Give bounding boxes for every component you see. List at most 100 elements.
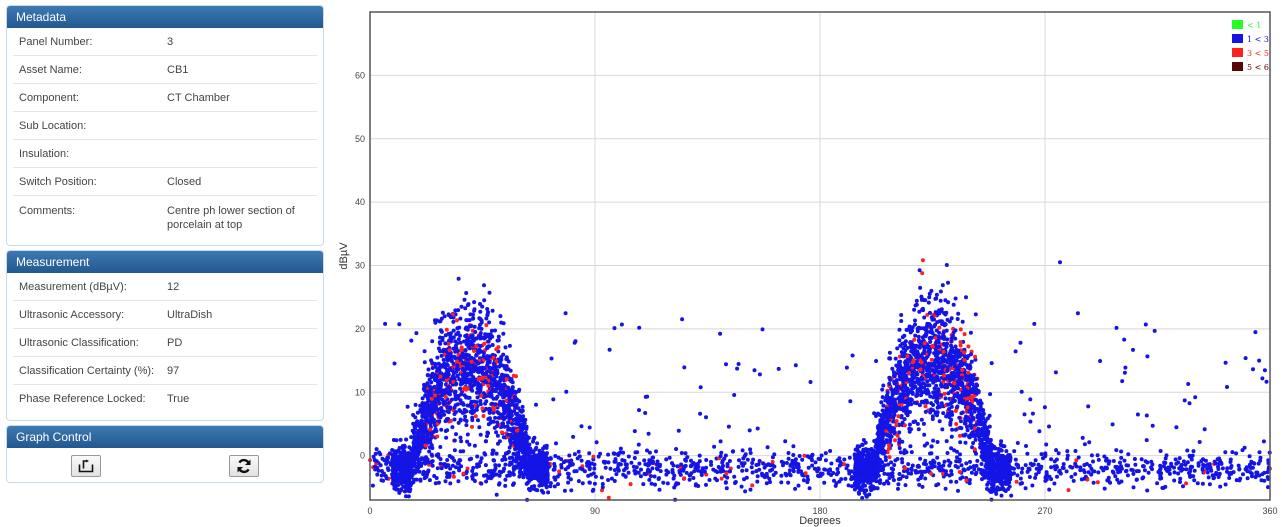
data-point <box>484 356 489 361</box>
data-point <box>425 431 430 436</box>
metadata-row-insulation: Insulation: <box>13 140 317 168</box>
data-point <box>469 359 474 364</box>
data-point <box>515 421 520 426</box>
data-point <box>956 488 960 493</box>
data-point <box>490 451 495 456</box>
data-point <box>428 427 432 432</box>
data-point <box>1118 469 1123 474</box>
data-point <box>704 458 709 462</box>
data-point <box>423 425 428 430</box>
data-point <box>1049 465 1054 470</box>
row-value: 3 <box>167 35 174 48</box>
data-point <box>494 430 499 435</box>
data-point <box>411 413 416 417</box>
data-point <box>1044 473 1049 478</box>
data-point <box>483 371 488 376</box>
data-point <box>926 300 931 305</box>
data-point <box>443 333 448 338</box>
data-point <box>1058 260 1062 265</box>
data-point <box>616 468 621 473</box>
data-point <box>503 477 508 482</box>
data-point <box>486 383 491 388</box>
data-point <box>1244 465 1249 470</box>
data-point <box>923 469 928 474</box>
data-point <box>1012 466 1016 471</box>
data-point <box>447 454 452 458</box>
data-point <box>456 479 461 484</box>
data-point <box>767 462 772 467</box>
data-point <box>401 475 406 480</box>
data-point <box>1039 452 1044 457</box>
data-point <box>887 476 892 480</box>
data-point <box>948 460 953 465</box>
data-point <box>897 446 902 451</box>
data-point <box>880 395 885 400</box>
data-point <box>1102 486 1107 491</box>
data-point <box>1249 471 1254 476</box>
data-point <box>913 333 918 338</box>
data-point <box>501 321 506 326</box>
data-point <box>464 423 469 428</box>
data-point <box>548 456 553 461</box>
data-point <box>453 396 458 401</box>
data-point <box>531 464 536 469</box>
data-point <box>1054 457 1059 462</box>
data-point <box>1163 484 1168 489</box>
data-point <box>446 313 451 318</box>
data-point <box>508 440 513 445</box>
data-point <box>538 459 543 464</box>
data-point <box>450 463 455 468</box>
data-point <box>1135 412 1140 417</box>
data-point <box>807 486 812 491</box>
data-point <box>1158 466 1163 471</box>
data-point <box>440 335 445 340</box>
data-point <box>973 312 978 317</box>
data-point <box>1186 382 1191 386</box>
data-point <box>1012 471 1016 476</box>
data-point <box>1241 472 1245 477</box>
data-point <box>462 373 467 378</box>
data-point <box>607 347 612 352</box>
data-point <box>685 455 690 460</box>
data-point <box>1044 470 1049 475</box>
data-point <box>711 467 716 472</box>
data-point <box>1245 469 1250 474</box>
data-point <box>695 461 700 466</box>
data-point <box>478 302 482 306</box>
data-point <box>1118 460 1122 465</box>
data-point <box>472 324 477 329</box>
data-point <box>823 458 828 463</box>
data-point <box>527 487 531 491</box>
data-point <box>412 442 417 447</box>
data-point <box>585 461 589 466</box>
data-point <box>941 364 946 369</box>
data-point <box>661 480 666 485</box>
data-point <box>572 340 577 345</box>
data-point <box>846 483 851 488</box>
data-point <box>969 359 974 364</box>
data-point <box>1015 473 1020 478</box>
refresh-button[interactable] <box>229 455 259 477</box>
data-point <box>704 465 708 470</box>
row-value: CT Chamber <box>167 91 230 104</box>
data-point <box>559 463 564 467</box>
data-point <box>963 440 968 445</box>
data-point <box>425 373 430 378</box>
data-point <box>421 469 426 474</box>
data-point <box>1152 328 1157 333</box>
data-point <box>439 427 444 432</box>
data-point <box>1122 370 1127 375</box>
data-point <box>422 360 427 365</box>
data-point <box>392 361 397 366</box>
data-point <box>727 469 732 474</box>
data-point <box>1119 449 1124 454</box>
data-point <box>816 456 821 461</box>
data-point <box>553 454 558 458</box>
data-point <box>399 466 404 471</box>
data-point <box>1089 472 1094 477</box>
data-point <box>951 302 956 307</box>
export-button[interactable] <box>71 455 101 477</box>
data-point <box>520 404 525 409</box>
data-point <box>456 367 461 372</box>
data-point <box>976 401 981 406</box>
